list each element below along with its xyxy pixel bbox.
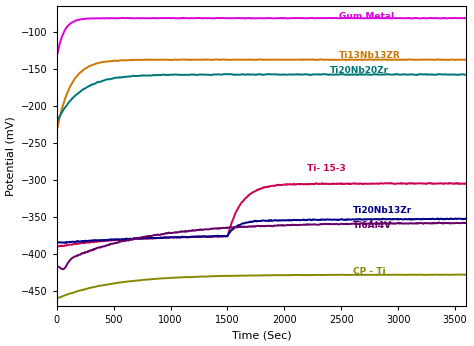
Text: Ti13Nb13ZR: Ti13Nb13ZR [339, 51, 401, 60]
Text: Gum Metal: Gum Metal [339, 12, 394, 21]
Text: CP - Ti: CP - Ti [353, 267, 385, 276]
Y-axis label: Potential (mV): Potential (mV) [6, 116, 16, 195]
Text: Ti- 15-3: Ti- 15-3 [307, 164, 346, 173]
X-axis label: Time (Sec): Time (Sec) [232, 330, 292, 340]
Text: Ti20Nb13Zr: Ti20Nb13Zr [353, 207, 412, 216]
Text: Ti6Al4V: Ti6Al4V [353, 221, 392, 230]
Text: Ti20Nb20Zr: Ti20Nb20Zr [330, 66, 389, 75]
